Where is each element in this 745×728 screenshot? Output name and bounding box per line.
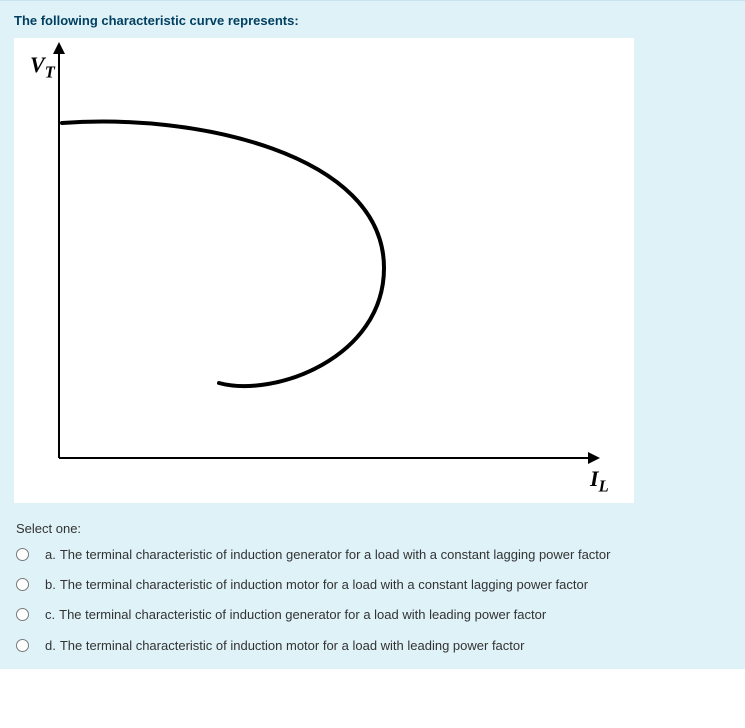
option-c[interactable]: c. The terminal characteristic of inducti…: [16, 606, 731, 624]
characteristic-curve-chart: [14, 38, 634, 503]
x-axis-label-text: IL: [590, 466, 609, 491]
x-axis-label: IL: [590, 466, 609, 496]
question-container: The following characteristic curve repre…: [0, 0, 745, 669]
option-letter: b.: [45, 577, 56, 592]
radio-icon[interactable]: [16, 608, 29, 621]
option-a[interactable]: a. The terminal characteristic of inducti…: [16, 546, 731, 564]
select-one-label: Select one:: [16, 521, 731, 536]
option-letter: c.: [45, 607, 55, 622]
radio-icon[interactable]: [16, 548, 29, 561]
option-label: The terminal characteristic of induction…: [59, 607, 546, 622]
option-b[interactable]: b. The terminal characteristic of inducti…: [16, 576, 731, 594]
option-d[interactable]: d. The terminal characteristic of inducti…: [16, 637, 731, 655]
option-text: a. The terminal characteristic of inducti…: [45, 546, 731, 564]
option-text: c. The terminal characteristic of inducti…: [45, 606, 731, 624]
options-group: a. The terminal characteristic of inducti…: [14, 546, 731, 655]
characteristic-curve: [62, 122, 384, 387]
option-letter: d.: [45, 638, 56, 653]
y-axis-label-text: VT: [30, 52, 55, 77]
option-label: The terminal characteristic of induction…: [60, 577, 588, 592]
y-axis-label: VT: [30, 52, 55, 82]
axes: [53, 42, 600, 464]
chart-panel: VT IL: [14, 38, 634, 503]
option-text: b. The terminal characteristic of inducti…: [45, 576, 731, 594]
option-text: d. The terminal characteristic of inducti…: [45, 637, 731, 655]
option-label: The terminal characteristic of induction…: [60, 638, 525, 653]
radio-icon[interactable]: [16, 578, 29, 591]
radio-icon[interactable]: [16, 639, 29, 652]
option-label: The terminal characteristic of induction…: [60, 547, 611, 562]
option-letter: a.: [45, 547, 56, 562]
question-title: The following characteristic curve repre…: [14, 13, 731, 28]
x-axis-arrow-icon: [588, 452, 600, 464]
